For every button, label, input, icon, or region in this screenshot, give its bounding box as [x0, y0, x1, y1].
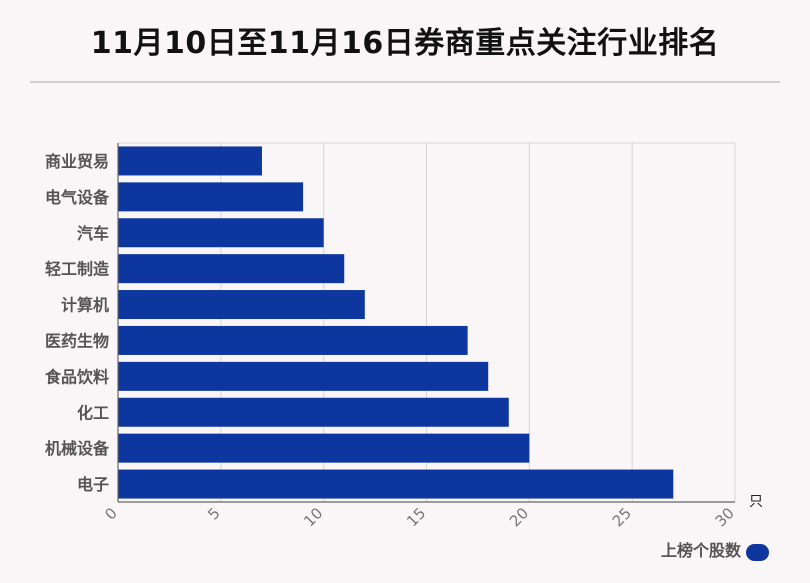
category-label-5: 医药生物 [45, 331, 109, 350]
category-label-6: 食品饮料 [44, 367, 109, 386]
bar-6 [118, 361, 489, 391]
x-tick-label-3: 15 [403, 504, 429, 530]
category-label-1: 电气设备 [45, 188, 110, 207]
bar-9 [118, 469, 674, 499]
x-tick-labels: 0 5 10 15 20 25 30 [101, 504, 737, 530]
category-label-4: 计算机 [61, 296, 109, 315]
category-label-7: 化工 [77, 403, 109, 422]
x-tick-label-6: 30 [712, 504, 738, 530]
x-tick-label-0: 0 [101, 504, 120, 523]
chart-title: 11月10日至11月16日券商重点关注行业排名 [90, 26, 720, 61]
x-tick-label-2: 10 [300, 504, 326, 530]
legend-label: 上榜个股数 [661, 541, 742, 560]
category-label-0: 商业贸易 [45, 152, 109, 171]
category-label-9: 电子 [77, 475, 109, 494]
bar-5 [118, 325, 468, 355]
bar-2 [118, 218, 324, 248]
x-tick-label-4: 20 [506, 504, 532, 530]
legend[interactable]: 上榜个股数 [661, 541, 769, 561]
legend-swatch [746, 544, 769, 561]
category-label-8: 机械设备 [45, 439, 110, 458]
x-unit-label: 只 [749, 494, 763, 510]
bar-1 [118, 182, 304, 212]
title-divider [30, 81, 780, 83]
axes [117, 143, 735, 503]
x-tick-label-5: 25 [609, 504, 635, 530]
bar-8 [118, 433, 530, 463]
bar-3 [118, 254, 345, 284]
bar-7 [118, 397, 509, 427]
bar-4 [118, 290, 365, 320]
category-label-3: 轻工制造 [45, 260, 110, 279]
category-label-2: 汽车 [77, 224, 109, 243]
bar-0 [118, 146, 262, 176]
x-tick-label-1: 5 [204, 504, 223, 523]
bars [118, 146, 674, 499]
